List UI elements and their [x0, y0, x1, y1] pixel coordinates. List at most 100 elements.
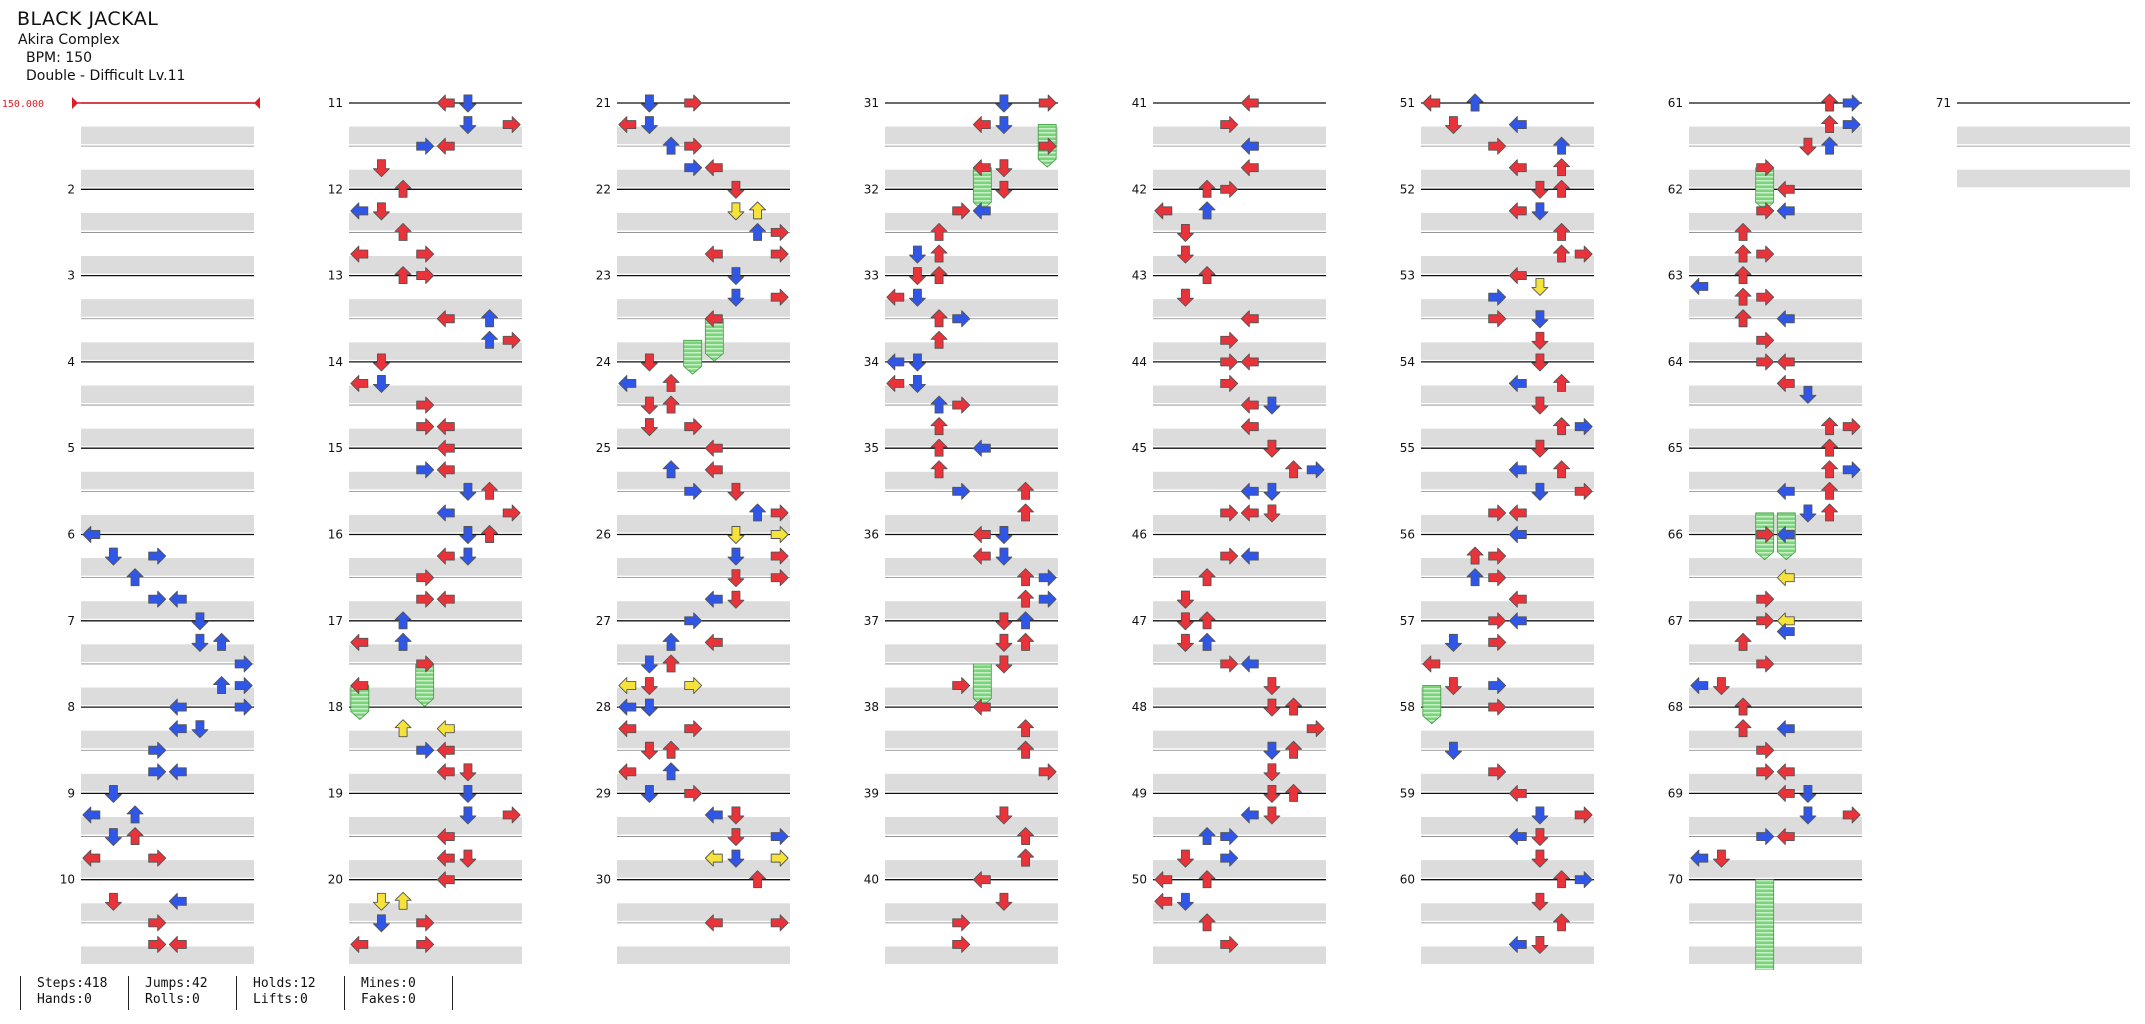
arrow-right-icon [952, 396, 971, 414]
beat-stripe [81, 860, 254, 878]
arrow-left-icon [618, 375, 637, 392]
arrow-shape [1488, 310, 1507, 328]
arrow-shape [995, 892, 1013, 911]
beat-stripe [349, 601, 522, 619]
arrow-shape [640, 677, 658, 695]
measure-number: 56 [1400, 528, 1415, 542]
arrow-shape [1574, 806, 1593, 824]
arrow-shape [372, 353, 390, 372]
arrow-shape [1017, 589, 1035, 608]
arrow-right-icon [684, 137, 703, 155]
arrow-shape [1531, 482, 1549, 501]
arrow-shape [394, 719, 412, 738]
arrow-shape [1553, 460, 1571, 479]
arrow-down-icon [1799, 137, 1817, 156]
beat-stripe [1421, 816, 1594, 835]
arrow-shape [1017, 827, 1035, 845]
arrow-left-icon [436, 828, 455, 845]
arrow-left-icon [1776, 180, 1795, 198]
arrow-shape [1553, 417, 1571, 436]
beat-stripe [1153, 558, 1326, 576]
measure: 15 [328, 441, 522, 533]
measure-number: 35 [864, 441, 879, 455]
arrow-shape [886, 375, 905, 392]
arrow-shape [372, 202, 390, 221]
beat-stripe [617, 514, 790, 533]
measure: 19 [328, 786, 522, 878]
arrow-shape [1306, 720, 1325, 738]
arrow-shape [1842, 94, 1861, 112]
measure-number: 52 [1400, 182, 1415, 196]
measure [81, 102, 254, 188]
arrow-right-icon [1038, 590, 1057, 608]
arrow-up-icon [126, 805, 144, 824]
arrow-shape [1444, 677, 1462, 695]
arrow-shape [684, 612, 703, 630]
arrow-shape [1038, 137, 1057, 155]
beat-stripe [617, 126, 790, 145]
measure-number: 12 [328, 182, 343, 196]
arrow-up-icon [1734, 632, 1752, 651]
arrow-shape [459, 116, 477, 135]
arrow-shape [770, 569, 789, 587]
arrow-shape [1198, 266, 1216, 285]
arrow-shape [436, 871, 455, 889]
arrow-shape [1285, 783, 1303, 802]
arrow-shape [704, 461, 723, 479]
arrow-right-icon [1220, 180, 1239, 198]
arrow-left-icon [1508, 375, 1527, 392]
measure-number: 43 [1132, 269, 1147, 283]
arrow-up-icon [1017, 848, 1035, 867]
arrow-left-icon [704, 633, 723, 651]
arrow-down-icon [1263, 698, 1281, 717]
arrow-down-icon [908, 267, 926, 286]
arrow-left-icon [82, 849, 101, 867]
arrow-left-icon [972, 547, 991, 565]
arrow-up-icon [1553, 179, 1571, 198]
arrow-up-icon [1821, 136, 1839, 155]
arrow-down-icon [372, 353, 390, 372]
measure-number: 47 [1132, 614, 1147, 628]
arrow-shape [1220, 547, 1239, 565]
arrow-shape [1821, 481, 1839, 500]
arrow-shape [1263, 677, 1281, 695]
arrow-shape [1466, 568, 1484, 587]
arrow-up-icon [394, 891, 412, 910]
arrow-shape [770, 914, 789, 932]
arrow-shape [640, 94, 658, 113]
beat-stripe [1153, 428, 1326, 447]
arrow-shape [995, 633, 1013, 652]
arrow-shape [704, 439, 723, 457]
arrow-up-icon [930, 244, 948, 263]
arrow-right-icon [1488, 310, 1507, 328]
arrow-up-icon [1734, 287, 1752, 306]
arrow-shape [459, 784, 477, 803]
arrow-shape [930, 266, 948, 285]
arrow-right-icon [1488, 633, 1507, 651]
measure: 42 [1132, 182, 1326, 274]
arrow-shape [1531, 892, 1549, 911]
arrow-shape [1553, 913, 1571, 932]
beat-stripe [1957, 126, 2130, 145]
arrow-shape [148, 741, 167, 759]
arrow-shape [1821, 503, 1839, 522]
arrow-down-icon [104, 892, 122, 911]
arrow-shape [1038, 569, 1057, 587]
arrow-shape [416, 741, 435, 759]
beat-stripe [885, 860, 1058, 878]
arrow-shape [1198, 913, 1216, 932]
beat-stripe [1689, 342, 1862, 360]
arrow-down-icon [1531, 892, 1549, 911]
arrow-shape [1198, 201, 1216, 220]
arrow-shape [416, 590, 435, 608]
arrow-right-icon [1842, 116, 1861, 134]
arrow-down-icon [1263, 741, 1281, 760]
beat-stripe [1689, 212, 1862, 231]
arrow-up-icon [481, 330, 499, 349]
hold-note [350, 685, 370, 720]
arrow-shape [684, 418, 703, 436]
beat-stripe [349, 514, 522, 533]
measure-number: 19 [328, 786, 343, 800]
arrow-left-icon [618, 698, 637, 716]
arrow-up-icon [1017, 568, 1035, 587]
